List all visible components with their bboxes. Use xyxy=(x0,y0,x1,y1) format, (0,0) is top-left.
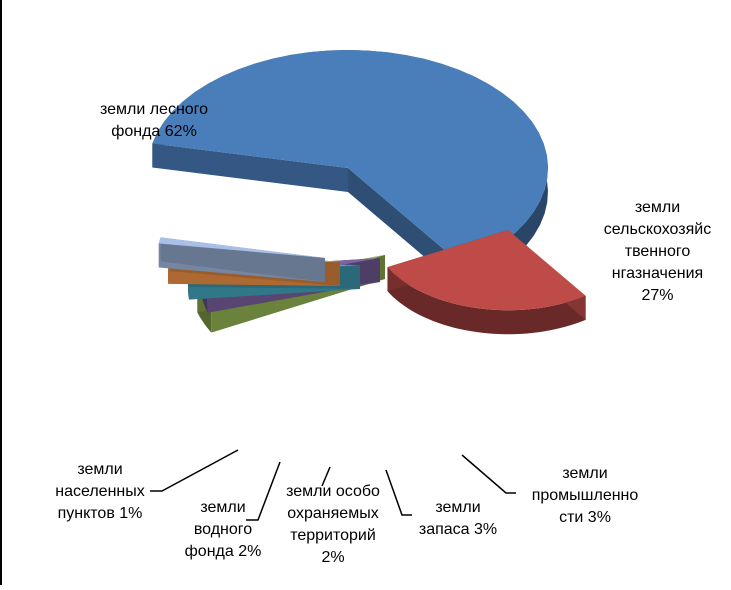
label-protected-territories: земли особо охраняемых территорий 2% xyxy=(286,483,380,566)
label-settlement-land: земли населенных пунктов 1% xyxy=(55,461,145,522)
leader-settle xyxy=(150,449,239,492)
slice-agri xyxy=(387,230,586,335)
label-agricultural-land: земли сельскохозяйс твенного нгазначения… xyxy=(603,199,712,304)
leader-reserve xyxy=(385,469,412,516)
leader-protected xyxy=(321,466,331,487)
label-water-fund-land: земли водного фонда 2% xyxy=(184,499,262,560)
label-industrial-land: земли промышленно сти 3% xyxy=(531,465,639,526)
leader-water xyxy=(246,461,281,521)
slice-settle xyxy=(158,237,325,282)
leader-industry xyxy=(461,454,516,494)
label-reserve-land: земли запаса 3% xyxy=(418,499,498,538)
frame-border-left xyxy=(0,0,2,585)
label-forest-land: земли лесного фонда 62% xyxy=(99,101,209,140)
